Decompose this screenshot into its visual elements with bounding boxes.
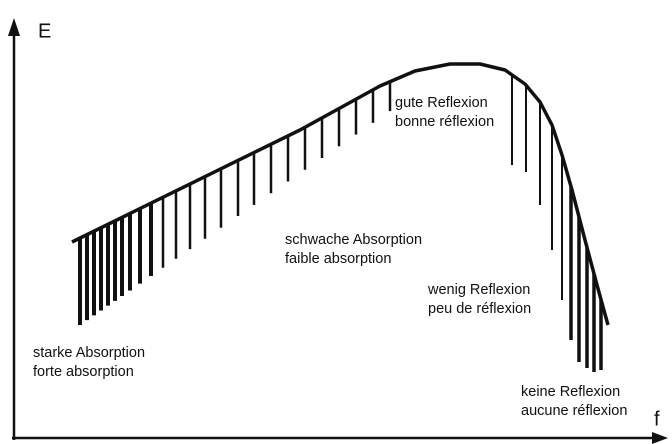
annotation-line: peu de réflexion	[428, 301, 531, 317]
x-arrow	[652, 432, 668, 444]
annotation-line: gute Reflexion	[395, 95, 488, 111]
annotation-line: keine Reflexion	[521, 384, 620, 400]
y-axis-label: E	[38, 20, 51, 42]
annotation-line: aucune réflexion	[521, 403, 627, 419]
annotation-line: starke Absorption	[33, 345, 145, 361]
y-arrow	[8, 18, 20, 36]
annotation-line: forte absorption	[33, 364, 134, 380]
annotation-line: bonne réflexion	[395, 114, 494, 130]
hatch-lines	[78, 74, 603, 372]
x-axis-label: f	[654, 408, 660, 430]
annotation-line: schwache Absorption	[285, 232, 422, 248]
annotation-line: wenig Reflexion	[427, 282, 530, 298]
annotation-line: faible absorption	[285, 251, 391, 267]
curve	[71, 62, 610, 326]
